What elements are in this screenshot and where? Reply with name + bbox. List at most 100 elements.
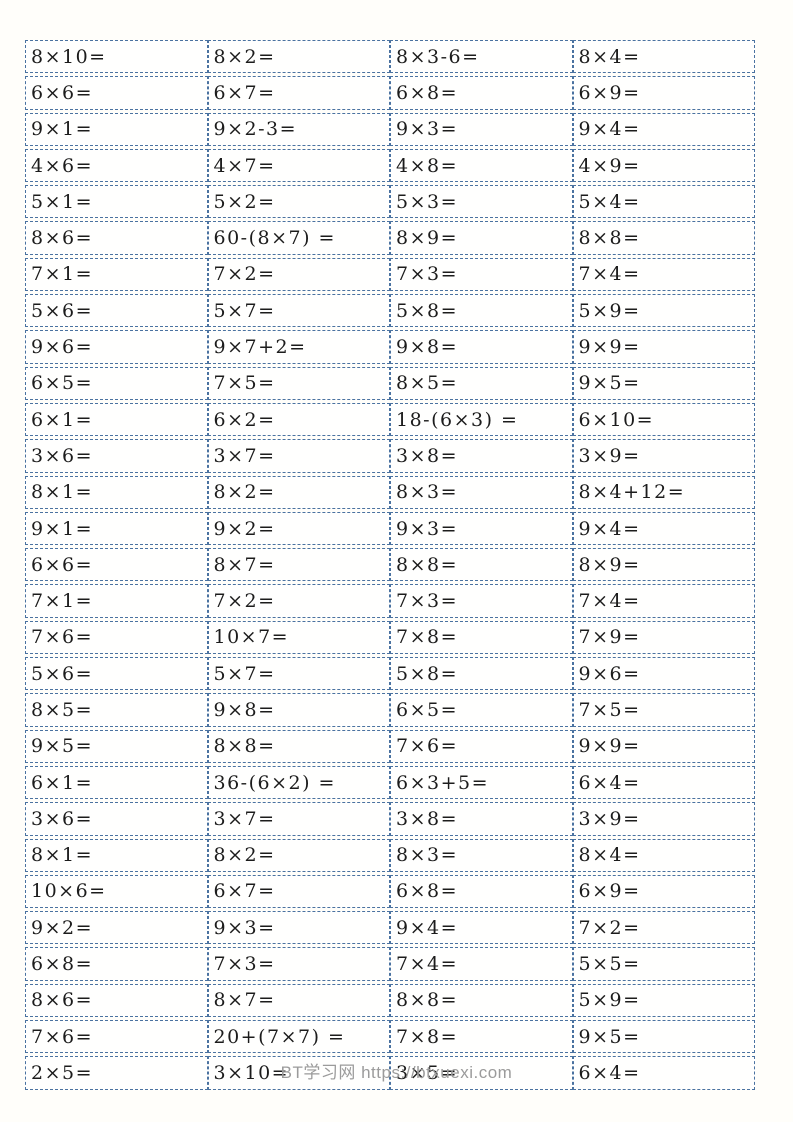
problem-cell: 9×1= xyxy=(25,112,208,146)
problem-cell: 8×4= xyxy=(572,838,755,872)
problem-cell: 5×9= xyxy=(572,983,755,1018)
problem-row: 8×10= 8×2= 8×3-6= 8×4= xyxy=(25,40,755,74)
problem-cell: 8×7= xyxy=(207,548,390,582)
problem-cell: 7×1= xyxy=(25,584,208,618)
problem-cell: 18-(6×3) = xyxy=(390,402,573,437)
problem-cell: 7×8= xyxy=(390,1020,573,1054)
problem-cell: 8×1= xyxy=(25,838,208,872)
problem-cell: 9×9= xyxy=(572,330,755,364)
problem-row: 7×1= 7×2= 7×3= 7×4= xyxy=(25,584,755,618)
problem-cell: 8×6= xyxy=(25,983,208,1018)
problem-cell: 7×4= xyxy=(390,947,573,981)
problem-cell: 5×6= xyxy=(25,657,208,691)
problem-cell: 9×5= xyxy=(572,1020,755,1054)
problem-cell: 8×2= xyxy=(207,40,390,74)
problem-row: 6×6= 6×7= 6×8= 6×9= xyxy=(25,76,755,110)
problem-cell: 3×9= xyxy=(572,439,755,473)
problem-cell: 8×8= xyxy=(572,221,755,255)
problem-cell: 5×1= xyxy=(25,185,208,219)
problem-row: 3×6= 3×7= 3×8= 3×9= xyxy=(25,802,755,836)
problem-cell: 9×5= xyxy=(572,366,755,400)
problem-cell: 8×9= xyxy=(572,548,755,582)
problem-cell: 6×1= xyxy=(25,765,208,800)
problem-cell: 4×9= xyxy=(572,148,755,183)
problem-cell: 8×2= xyxy=(207,838,390,872)
problem-cell: 4×8= xyxy=(390,148,573,183)
problem-cell: 3×8= xyxy=(390,802,573,836)
problem-cell: 3×6= xyxy=(25,439,208,473)
problem-cell: 3×5= xyxy=(390,1056,573,1090)
problem-cell: 7×4= xyxy=(572,584,755,618)
problem-cell: 5×4= xyxy=(572,185,755,219)
problem-cell: 5×9= xyxy=(572,294,755,328)
problem-cell: 3×7= xyxy=(207,802,390,836)
problem-row: 9×5= 8×8= 7×6= 9×9= xyxy=(25,729,755,763)
problem-cell: 5×8= xyxy=(390,657,573,691)
problem-cell: 7×6= xyxy=(390,729,573,763)
problem-cell: 4×6= xyxy=(25,148,208,183)
problem-cell: 8×8= xyxy=(207,729,390,763)
problem-cell: 9×4= xyxy=(572,112,755,146)
problem-cell: 7×3= xyxy=(390,257,573,292)
problem-row: 9×1= 9×2-3= 9×3= 9×4= xyxy=(25,112,755,146)
problem-cell: 5×7= xyxy=(207,657,390,691)
problem-cell: 9×8= xyxy=(207,693,390,727)
problem-cell: 20+(7×7) = xyxy=(207,1020,390,1054)
problem-cell: 8×1= xyxy=(25,475,208,509)
problem-cell: 8×3= xyxy=(390,475,573,509)
problem-cell: 3×10= xyxy=(207,1056,390,1090)
problem-row: 7×1= 7×2= 7×3= 7×4= xyxy=(25,257,755,292)
problem-cell: 5×3= xyxy=(390,185,573,219)
problem-row: 10×6= 6×7= 6×8= 6×9= xyxy=(25,874,755,909)
problem-row: 8×6= 60-(8×7) = 8×9= 8×8= xyxy=(25,221,755,255)
problem-row: 2×5= 3×10= 3×5= 6×4= xyxy=(25,1056,755,1090)
problem-cell: 7×2= xyxy=(572,911,755,945)
problem-cell: 7×4= xyxy=(572,257,755,292)
problem-cell: 3×6= xyxy=(25,802,208,836)
problem-cell: 6×7= xyxy=(207,874,390,909)
problem-cell: 6×8= xyxy=(25,947,208,981)
problem-cell: 9×2-3= xyxy=(207,112,390,146)
problem-cell: 6×9= xyxy=(572,76,755,110)
problem-cell: 7×2= xyxy=(207,257,390,292)
problem-cell: 8×3= xyxy=(390,838,573,872)
problem-cell: 5×7= xyxy=(207,294,390,328)
problem-cell: 5×8= xyxy=(390,294,573,328)
problem-cell: 6×7= xyxy=(207,76,390,110)
problem-row: 6×6= 8×7= 8×8= 8×9= xyxy=(25,548,755,582)
problem-cell: 8×4+12= xyxy=(572,475,755,509)
problem-row: 6×8= 7×3= 7×4= 5×5= xyxy=(25,947,755,981)
problem-row: 5×6= 5×7= 5×8= 9×6= xyxy=(25,657,755,691)
problem-cell: 8×6= xyxy=(25,221,208,255)
problem-cell: 8×9= xyxy=(390,221,573,255)
problem-cell: 7×5= xyxy=(207,366,390,400)
problem-cell: 7×6= xyxy=(25,1020,208,1054)
problem-cell: 4×7= xyxy=(207,148,390,183)
problem-cell: 9×9= xyxy=(572,729,755,763)
problem-cell: 6×10= xyxy=(572,402,755,437)
problem-row: 8×1= 8×2= 8×3= 8×4+12= xyxy=(25,475,755,509)
problem-cell: 3×9= xyxy=(572,802,755,836)
problem-cell: 9×8= xyxy=(390,330,573,364)
problem-cell: 6×8= xyxy=(390,874,573,909)
problem-cell: 2×5= xyxy=(25,1056,208,1090)
problem-row: 7×6= 10×7= 7×8= 7×9= xyxy=(25,620,755,655)
problem-cell: 8×8= xyxy=(390,983,573,1018)
problem-cell: 6×3+5= xyxy=(390,765,573,800)
problem-cell: 8×8= xyxy=(390,548,573,582)
problem-cell: 5×5= xyxy=(572,947,755,981)
problem-cell: 6×5= xyxy=(390,693,573,727)
problem-cell: 7×6= xyxy=(25,620,208,655)
problem-cell: 6×1= xyxy=(25,402,208,437)
problem-cell: 8×5= xyxy=(25,693,208,727)
problem-cell: 8×3-6= xyxy=(390,40,573,74)
problem-row: 8×6= 8×7= 8×8= 5×9= xyxy=(25,983,755,1018)
problem-cell: 7×3= xyxy=(207,947,390,981)
problem-row: 7×6= 20+(7×7) = 7×8= 9×5= xyxy=(25,1020,755,1054)
problem-cell: 6×9= xyxy=(572,874,755,909)
problem-row: 8×1= 8×2= 8×3= 8×4= xyxy=(25,838,755,872)
problem-table-body: 8×10= 8×2= 8×3-6= 8×4= 6×6= 6×7= 6×8= 6×9= 9×1= 9… xyxy=(25,40,755,1090)
problem-row: 9×2= 9×3= 9×4= 7×2= xyxy=(25,911,755,945)
problem-cell: 3×8= xyxy=(390,439,573,473)
